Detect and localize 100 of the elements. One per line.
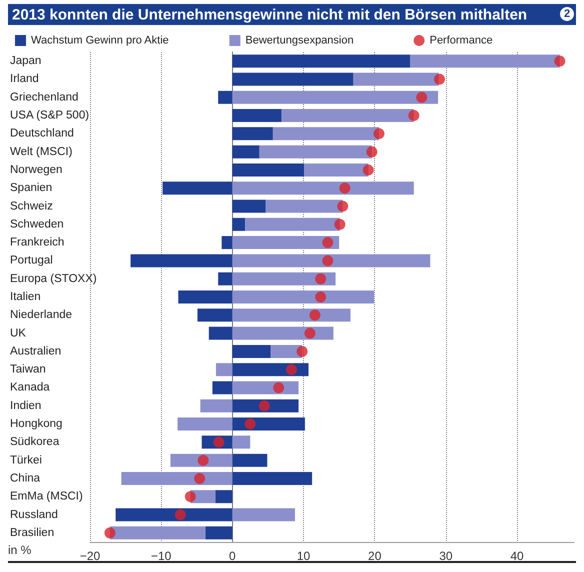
y-tick-label: Taiwan (10, 364, 46, 376)
point (416, 92, 428, 103)
x-tick-label: 40 (510, 549, 524, 563)
y-tick-label: Europa (STOXX) (10, 272, 97, 285)
point (309, 310, 320, 321)
y-tick-label: Welt (MSCI) (10, 146, 73, 158)
y-tick-label: EmMa (MSCI) (10, 490, 83, 503)
y-tick-label: Türkei (10, 454, 42, 466)
y-tick-label: Australien (10, 345, 62, 358)
point (198, 454, 209, 466)
y-tick-label: China (10, 472, 41, 484)
point (104, 527, 116, 538)
point (184, 491, 196, 502)
bar (232, 418, 305, 431)
y-tick-label: Südkorea (10, 436, 60, 448)
y-tick-label: Russland (10, 508, 58, 521)
point (315, 273, 326, 284)
bar (178, 290, 232, 304)
bar (232, 72, 354, 86)
x-tick-label: 20 (368, 549, 382, 563)
y-tick-label: Irland (10, 73, 39, 86)
bar (232, 326, 334, 340)
bar (232, 308, 351, 322)
point (194, 472, 206, 484)
y-tick-label: Hongkong (10, 418, 62, 430)
bar (232, 163, 304, 176)
bar (232, 200, 266, 213)
point (244, 418, 256, 430)
y-tick-label: Kanada (10, 382, 50, 394)
bar (232, 90, 438, 104)
bar (121, 472, 232, 485)
point (408, 110, 420, 122)
point (554, 56, 566, 67)
text: 2 (564, 8, 570, 20)
point (337, 200, 348, 212)
y-tick-label: Deutschland (10, 128, 74, 140)
y-tick-label: Niederlande (10, 309, 72, 322)
bar (130, 254, 232, 268)
bar (245, 218, 340, 231)
bar (232, 145, 260, 158)
bar (232, 109, 282, 122)
y-tick-label: Norwegen (10, 164, 62, 176)
y-tick-label: Portugal (10, 254, 53, 267)
point (174, 509, 186, 520)
bar (218, 90, 232, 104)
bar (410, 54, 560, 68)
bar (232, 454, 268, 467)
y-tick-label: Frankreich (10, 236, 64, 249)
chart-title: 2013 konnten die Unternehmensgewinne nicht mit den Börsen mithalten (12, 6, 528, 24)
bar (232, 218, 246, 231)
y-tick-label: Italien (10, 291, 41, 303)
point (366, 146, 378, 158)
bar (232, 436, 250, 449)
bar (266, 200, 343, 213)
bar (232, 127, 273, 140)
y-tick-label: Griechenland (10, 91, 78, 104)
point (339, 182, 350, 194)
x-tick-label: −10 (150, 549, 172, 563)
bar (272, 127, 379, 140)
legend-label: Bewertungsexpansion (245, 34, 354, 46)
point (362, 164, 374, 176)
bar (232, 182, 414, 195)
bar (232, 254, 430, 268)
bar (281, 109, 414, 122)
bar (232, 54, 410, 68)
bar (205, 526, 232, 540)
y-tick-label: Schweden (10, 218, 64, 230)
legend-label: Wachstum Gewinn pro Aktie (31, 34, 169, 46)
point (334, 218, 346, 230)
point (434, 74, 445, 85)
bar (232, 272, 336, 286)
bar (353, 72, 439, 86)
bar (222, 236, 232, 250)
bar (212, 381, 232, 394)
point (296, 346, 308, 357)
bar (232, 508, 295, 522)
y-tick-label: Brasilien (10, 526, 54, 539)
point (304, 328, 316, 339)
point (286, 364, 297, 376)
x-tick-label: 30 (439, 549, 453, 563)
bar (116, 508, 232, 522)
y-tick-label: Spanien (10, 182, 52, 194)
legend-label: Performance (430, 34, 493, 46)
bar (232, 363, 309, 376)
y-tick-label: Indien (10, 400, 42, 412)
bar (232, 290, 374, 304)
bar (110, 526, 206, 540)
bar (218, 272, 232, 286)
x-axis-title: in % (8, 543, 32, 557)
point (273, 382, 284, 394)
bar (162, 182, 232, 195)
bar (232, 472, 312, 485)
y-tick-label: Schweiz (10, 200, 54, 212)
bar (216, 363, 232, 376)
bar (178, 418, 232, 431)
point (322, 237, 334, 248)
bar (232, 236, 340, 250)
bar (232, 344, 271, 358)
bar (197, 308, 232, 322)
x-tick-label: 0 (229, 549, 236, 563)
